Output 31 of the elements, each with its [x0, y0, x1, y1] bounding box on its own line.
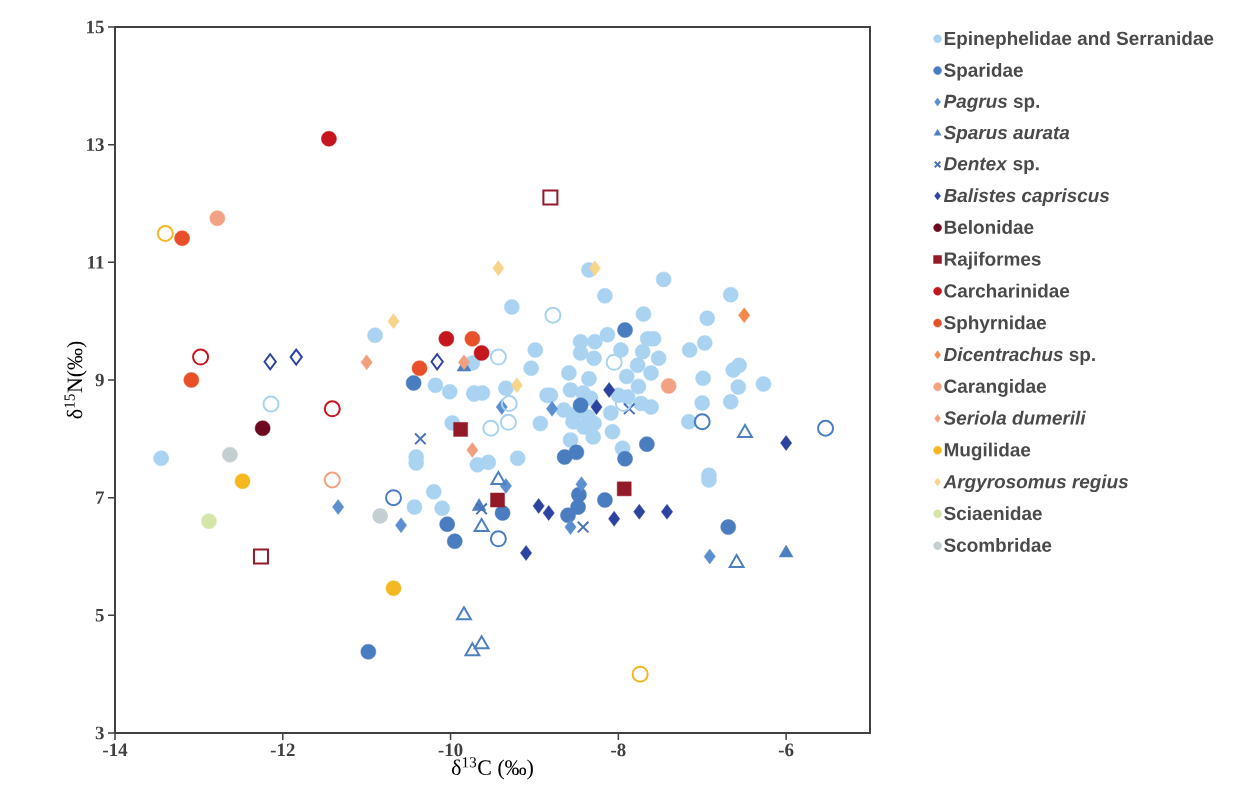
y-tick-label: 9	[95, 373, 104, 387]
legend-label: Belonidae	[944, 220, 1034, 234]
legend-label: Mugilidae	[944, 442, 1031, 461]
legend-label: Sparidae	[944, 62, 1023, 81]
legend-label: Pagrus sp.	[943, 94, 1040, 112]
x-tick-label: -6	[778, 743, 794, 757]
legend-label: Argyrosomus regius	[943, 474, 1129, 493]
x-tick-label: -8	[611, 743, 626, 757]
y-tick-label: 5	[95, 609, 104, 622]
legend-label: Balistes capriscus	[943, 188, 1110, 206]
legend-label: Sciaenidae	[944, 506, 1042, 521]
y-axis-title: δ$^{15}$N(‰)	[64, 341, 87, 419]
y-tick-label: 3	[95, 726, 104, 740]
legend-label: Seriola dumerili	[943, 410, 1086, 425]
x-tick-label: -12	[270, 743, 295, 757]
legend-label: Epinephelidae and Serranidae	[944, 31, 1214, 49]
x-tick-label: -10	[438, 743, 463, 757]
legend-label: Carangidae	[944, 379, 1047, 397]
y-tick-label: 7	[96, 491, 105, 504]
legend-label: Sphyrnidae	[944, 315, 1047, 334]
legend-label: Sparus aurata	[943, 125, 1070, 144]
legend-label: Carcharinidae	[944, 283, 1070, 298]
x-tick-label: -14	[103, 743, 128, 757]
y-tick-label: 15	[87, 20, 104, 34]
legend-label: Dicentrachus sp.	[943, 347, 1095, 365]
legend-label: Dentex sp.	[943, 157, 1039, 175]
y-tick-label: 11	[88, 256, 104, 269]
legend-label: Scombridae	[944, 538, 1052, 552]
legend-label: Rajiformes	[944, 251, 1041, 270]
y-tick-label: 13	[87, 138, 104, 152]
x-axis-title: δ$^{13}$C (‰)	[451, 757, 533, 780]
